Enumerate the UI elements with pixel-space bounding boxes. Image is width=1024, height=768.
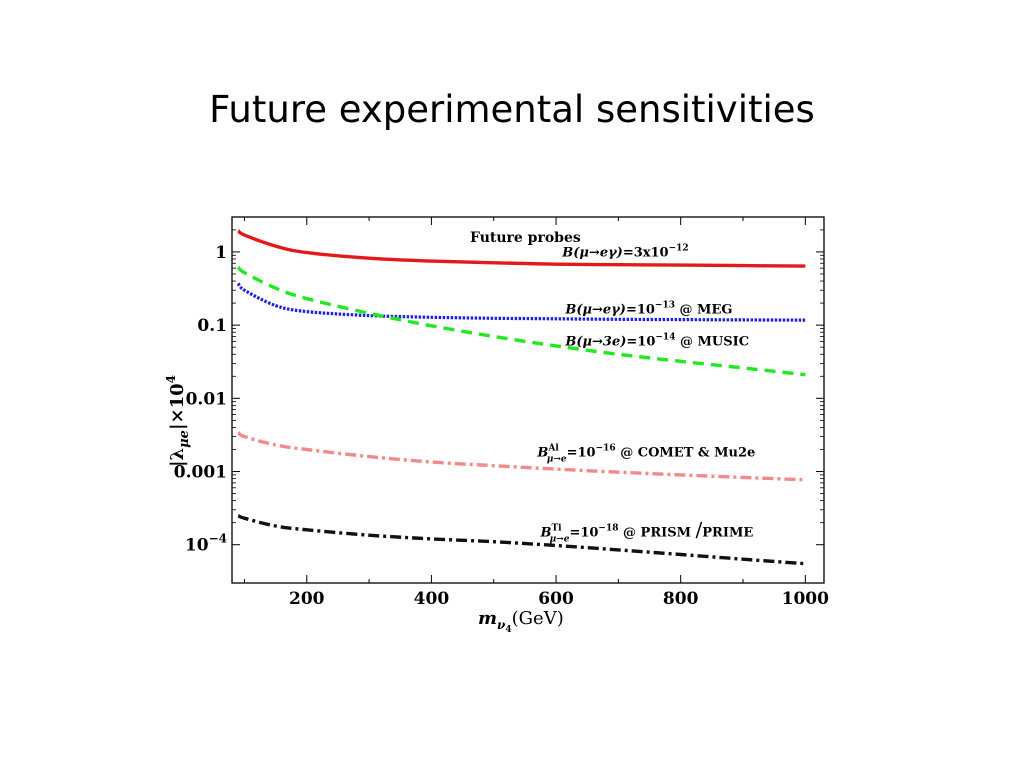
x-axis-label: mν4(GeV) (478, 608, 564, 635)
y-tick-label: 0.001 (174, 463, 227, 483)
curves-group (236, 229, 806, 566)
x-tick-label: 600 (538, 589, 574, 609)
x-tick-label: 400 (414, 589, 450, 609)
y-axis-label: |λμe|×104 (164, 375, 192, 467)
y-tick-label: 10−4 (185, 532, 227, 556)
slide-title: Future experimental sensitivities (209, 88, 815, 131)
y-label-close: |×10 (167, 383, 188, 430)
ticks-group: 200 400 600 800 1000 1 0.1 0.01 0.001 10−4 (174, 216, 829, 609)
chart-title: Future probes (470, 230, 581, 246)
series-line-3 (236, 265, 806, 377)
plot-frame (231, 216, 825, 584)
series-label-1: B(μ→eγ)=3x10−12 (561, 243, 688, 260)
series-line-4 (237, 431, 806, 482)
y-label-open: |λ (167, 448, 188, 467)
x-label-sub1: ν (497, 618, 506, 632)
series-label-4: BAl μ→e=10−16 @ COMET & Mu2e (536, 444, 755, 465)
y-tick-label: 0.01 (186, 389, 227, 409)
series-label-2: B(μ→eγ)=10−13 @ MEG (564, 300, 732, 317)
x-tick-label: 1000 (782, 589, 829, 609)
series-label-5: BTi μ→e=10−18 @ PRISM /PRIME (539, 517, 753, 544)
x-label-symbol: m (478, 608, 497, 629)
y-label-sub: μe (177, 430, 192, 448)
series-line-1 (237, 229, 806, 268)
y-tick-label: 1 (215, 243, 227, 263)
y-tick-label: 0.1 (197, 316, 227, 336)
series-line-5 (237, 514, 806, 566)
x-label-sub2: 4 (505, 625, 511, 635)
x-tick-label: 800 (663, 589, 699, 609)
series-label-3: B(μ→3e)=10−14 @ MUSIC (564, 332, 749, 349)
x-label-unit: (GeV) (512, 608, 564, 629)
series-line-2 (236, 282, 806, 322)
y-label-sup: 4 (164, 375, 178, 383)
x-tick-label: 200 (289, 589, 325, 609)
labels-group: B(μ→eγ)=3x10−12 B(μ→eγ)=10−13 @ MEG B(μ→3e… (536, 243, 755, 544)
